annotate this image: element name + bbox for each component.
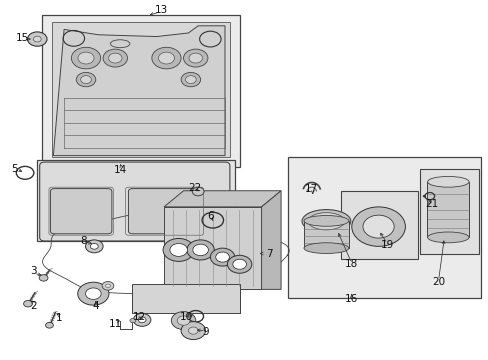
Ellipse shape bbox=[302, 210, 350, 233]
Circle shape bbox=[103, 49, 127, 67]
Text: 16: 16 bbox=[345, 294, 358, 304]
Text: 13: 13 bbox=[155, 5, 168, 15]
Ellipse shape bbox=[304, 243, 348, 253]
Text: 18: 18 bbox=[345, 259, 358, 269]
Circle shape bbox=[105, 284, 110, 288]
Text: 8: 8 bbox=[80, 236, 87, 246]
Circle shape bbox=[163, 238, 194, 261]
Circle shape bbox=[45, 322, 53, 328]
Circle shape bbox=[181, 321, 205, 339]
Text: 14: 14 bbox=[113, 165, 126, 175]
Text: 1: 1 bbox=[56, 313, 62, 323]
Circle shape bbox=[188, 327, 198, 334]
Text: 19: 19 bbox=[380, 240, 393, 250]
Text: 10: 10 bbox=[179, 312, 192, 322]
Text: 12: 12 bbox=[133, 312, 146, 322]
Circle shape bbox=[362, 215, 393, 238]
Text: 22: 22 bbox=[188, 183, 201, 193]
Circle shape bbox=[215, 252, 229, 262]
Circle shape bbox=[138, 317, 146, 323]
Bar bbox=[419, 169, 478, 253]
Bar bbox=[37, 160, 234, 241]
Circle shape bbox=[23, 301, 32, 307]
Text: 5: 5 bbox=[11, 164, 18, 174]
Ellipse shape bbox=[304, 216, 348, 226]
Circle shape bbox=[181, 72, 200, 87]
Ellipse shape bbox=[427, 232, 468, 243]
Text: 20: 20 bbox=[431, 277, 444, 287]
Circle shape bbox=[78, 282, 109, 305]
Text: 9: 9 bbox=[202, 327, 208, 337]
Circle shape bbox=[169, 243, 187, 256]
Circle shape bbox=[422, 195, 425, 197]
Circle shape bbox=[210, 248, 234, 266]
Text: 2: 2 bbox=[30, 301, 37, 311]
Circle shape bbox=[90, 243, 98, 249]
Circle shape bbox=[78, 52, 94, 64]
Circle shape bbox=[171, 312, 195, 329]
Circle shape bbox=[177, 316, 189, 325]
Circle shape bbox=[185, 76, 196, 84]
Bar bbox=[163, 207, 261, 289]
FancyBboxPatch shape bbox=[50, 189, 112, 234]
Circle shape bbox=[351, 207, 405, 246]
FancyBboxPatch shape bbox=[40, 162, 229, 241]
Polygon shape bbox=[163, 191, 281, 207]
Circle shape bbox=[27, 32, 47, 46]
Circle shape bbox=[39, 275, 48, 281]
Circle shape bbox=[81, 76, 91, 84]
Text: 17: 17 bbox=[305, 184, 318, 194]
Polygon shape bbox=[261, 191, 281, 289]
Bar bbox=[132, 284, 239, 313]
Ellipse shape bbox=[427, 176, 468, 187]
Circle shape bbox=[133, 314, 151, 326]
Polygon shape bbox=[53, 26, 224, 156]
Bar bbox=[304, 221, 348, 248]
Circle shape bbox=[33, 36, 41, 42]
Circle shape bbox=[227, 255, 251, 273]
Circle shape bbox=[232, 259, 246, 269]
Bar bbox=[42, 15, 239, 167]
Circle shape bbox=[102, 282, 114, 290]
Bar bbox=[288, 157, 480, 298]
Circle shape bbox=[108, 53, 122, 63]
Circle shape bbox=[85, 288, 101, 300]
Text: 3: 3 bbox=[30, 266, 37, 276]
Ellipse shape bbox=[307, 213, 344, 230]
Text: 4: 4 bbox=[92, 301, 99, 311]
Circle shape bbox=[183, 49, 207, 67]
Circle shape bbox=[158, 52, 174, 64]
Circle shape bbox=[189, 53, 202, 63]
Text: 11: 11 bbox=[108, 319, 122, 329]
Circle shape bbox=[152, 47, 181, 69]
Circle shape bbox=[186, 240, 214, 260]
FancyBboxPatch shape bbox=[128, 189, 202, 234]
Text: 7: 7 bbox=[266, 248, 272, 258]
Circle shape bbox=[192, 187, 203, 196]
Text: 21: 21 bbox=[425, 199, 438, 210]
Bar bbox=[52, 22, 229, 157]
Circle shape bbox=[76, 72, 96, 87]
Circle shape bbox=[85, 240, 103, 253]
Circle shape bbox=[192, 244, 208, 256]
Bar bbox=[427, 182, 468, 237]
Text: 6: 6 bbox=[206, 211, 213, 221]
Text: 15: 15 bbox=[16, 33, 29, 43]
Bar bbox=[340, 191, 417, 259]
Circle shape bbox=[130, 319, 136, 323]
Circle shape bbox=[71, 47, 101, 69]
